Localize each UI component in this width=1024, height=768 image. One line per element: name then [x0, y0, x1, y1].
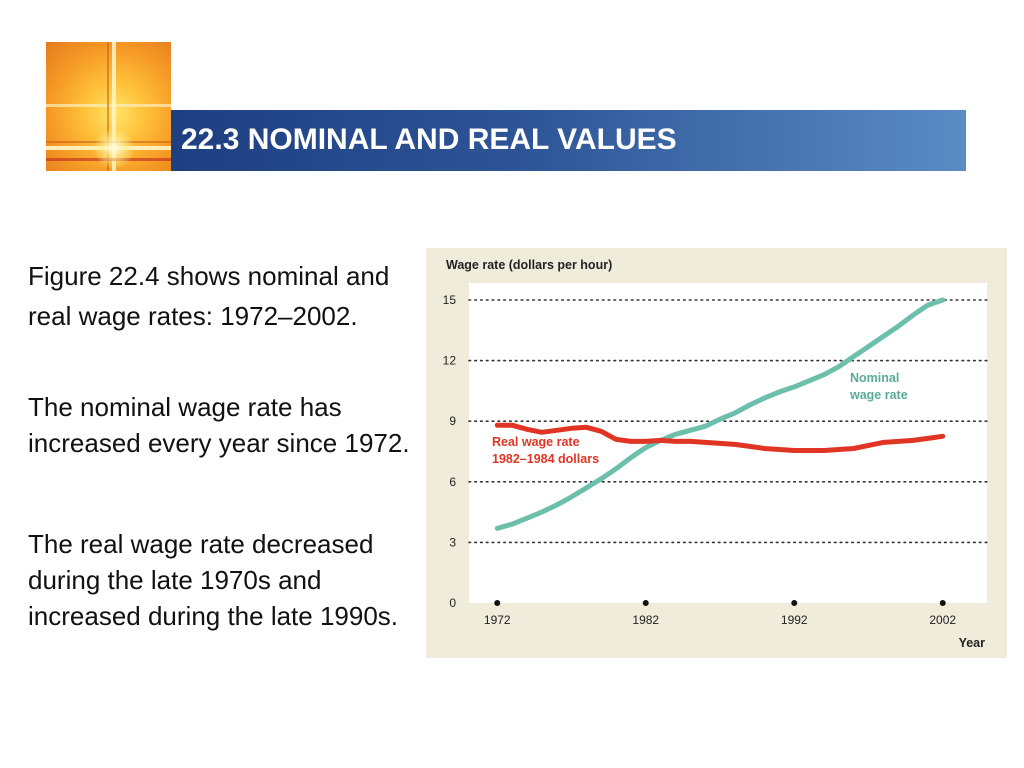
x-axis-title: Year: [959, 636, 986, 650]
series-annotations: Nominal wage rate Real wage rate 1982–1984 …: [492, 371, 908, 466]
real-series-label: 1982–1984 dollars: [492, 452, 599, 466]
title-bar: 22.3 NOMINAL AND REAL VALUES: [171, 110, 966, 171]
y-tick-label: 15: [443, 293, 457, 307]
real-wage-line: [494, 422, 946, 453]
y-tick-label: 9: [449, 414, 456, 428]
x-tick-dot: [494, 600, 501, 606]
series-layer: [494, 297, 946, 531]
grid-lines: [468, 299, 988, 544]
y-tick-label: 12: [443, 354, 457, 368]
x-tick-dot: [642, 600, 649, 606]
x-tick-label: 2002: [929, 613, 956, 627]
nominal-wage-line: [494, 297, 946, 531]
nominal-series-label: wage rate: [849, 388, 908, 402]
body-paragraph-3: The real wage rate decreased during the …: [28, 529, 399, 631]
y-axis-title: Wage rate (dollars per hour): [446, 258, 612, 272]
y-tick-label: 0: [449, 596, 456, 610]
nominal-series-label: Nominal: [850, 371, 899, 385]
logo-icon: [46, 42, 171, 171]
chart-panel: 0 3 6 9 12 15 1972 1982 1992 2002 Wage rate (doll…: [426, 248, 1007, 658]
body-paragraph-2: The nominal wage rate has increased ever…: [28, 392, 410, 458]
tick-labels: 0 3 6 9 12 15 1972 1982 1992 2002: [443, 293, 957, 627]
x-tick-label: 1992: [781, 613, 808, 627]
y-tick-label: 6: [449, 475, 456, 489]
y-tick-label: 3: [449, 535, 456, 549]
x-tick-dot: [791, 600, 798, 606]
wage-rate-chart: 0 3 6 9 12 15 1972 1982 1992 2002 Wage rate (doll…: [443, 258, 988, 650]
body-paragraph-1: Figure 22.4 shows nominal and real wage …: [28, 261, 390, 331]
x-tick-dot: [939, 600, 946, 606]
x-tick-label: 1972: [484, 613, 511, 627]
page-title: 22.3 NOMINAL AND REAL VALUES: [181, 123, 677, 156]
x-tick-label: 1982: [632, 613, 659, 627]
real-series-label: Real wage rate: [492, 435, 580, 449]
